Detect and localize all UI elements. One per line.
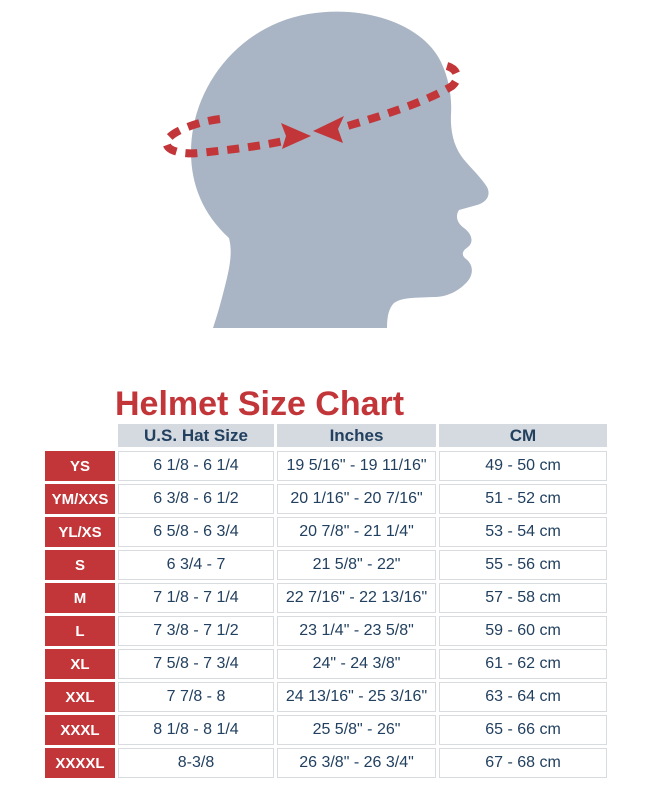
cm-cell: 61 - 62 cm [439, 649, 607, 679]
inches-cell: 22 7/16" - 22 13/16" [277, 583, 436, 613]
cm-cell: 67 - 68 cm [439, 748, 607, 778]
us-hat-size-cell: 6 3/4 - 7 [118, 550, 274, 580]
us-hat-size-cell: 8 1/8 - 8 1/4 [118, 715, 274, 745]
cm-cell: 51 - 52 cm [439, 484, 607, 514]
table-row: XXXXL 8-3/8 26 3/8" - 26 3/4" 67 - 68 cm [45, 748, 607, 778]
us-hat-size-cell: 8-3/8 [118, 748, 274, 778]
cm-cell: 59 - 60 cm [439, 616, 607, 646]
us-hat-size-cell: 7 5/8 - 7 3/4 [118, 649, 274, 679]
inches-cell: 25 5/8" - 26" [277, 715, 436, 745]
size-label-cell: XXXXL [45, 748, 115, 778]
inches-cell: 20 1/16" - 20 7/16" [277, 484, 436, 514]
page-title: Helmet Size Chart [115, 385, 405, 423]
cm-cell: 63 - 64 cm [439, 682, 607, 712]
inches-cell: 19 5/16" - 19 11/16" [277, 451, 436, 481]
size-label-cell: XL [45, 649, 115, 679]
size-label-cell: YL/XS [45, 517, 115, 547]
head-measurement-illustration [0, 0, 648, 345]
inches-cell: 20 7/8" - 21 1/4" [277, 517, 436, 547]
inches-cell: 21 5/8" - 22" [277, 550, 436, 580]
size-label-cell: YM/XXS [45, 484, 115, 514]
us-hat-size-cell: 6 5/8 - 6 3/4 [118, 517, 274, 547]
size-label-cell: S [45, 550, 115, 580]
size-label-cell: L [45, 616, 115, 646]
head-measurement-svg [162, 11, 489, 329]
cm-cell: 53 - 54 cm [439, 517, 607, 547]
table-header-row: U.S. Hat Size Inches CM [45, 424, 607, 447]
size-label-cell: XXXL [45, 715, 115, 745]
size-label-cell: XXL [45, 682, 115, 712]
us-hat-size-cell: 7 7/8 - 8 [118, 682, 274, 712]
inches-cell: 26 3/8" - 26 3/4" [277, 748, 436, 778]
table-row: XL 7 5/8 - 7 3/4 24" - 24 3/8" 61 - 62 cm [45, 649, 607, 679]
cm-cell: 49 - 50 cm [439, 451, 607, 481]
measuring-tape-dashed-line-icon [342, 62, 461, 131]
arrow-right-icon [281, 123, 311, 149]
table-row: YS 6 1/8 - 6 1/4 19 5/16" - 19 11/16" 49 - … [45, 451, 607, 481]
us-hat-size-cell: 7 3/8 - 7 1/2 [118, 616, 274, 646]
table-row: YM/XXS 6 3/8 - 6 1/2 20 1/16" - 20 7/16" 51… [45, 484, 607, 514]
column-header-cm: CM [439, 424, 607, 447]
inches-cell: 24" - 24 3/8" [277, 649, 436, 679]
cm-cell: 57 - 58 cm [439, 583, 607, 613]
cm-cell: 55 - 56 cm [439, 550, 607, 580]
table-row: XXL 7 7/8 - 8 24 13/16" - 25 3/16" 63 - 64 … [45, 682, 607, 712]
inches-cell: 23 1/4" - 23 5/8" [277, 616, 436, 646]
us-hat-size-cell: 6 3/8 - 6 1/2 [118, 484, 274, 514]
table-corner-spacer [45, 424, 115, 447]
inches-cell: 24 13/16" - 25 3/16" [277, 682, 436, 712]
table-row: YL/XS 6 5/8 - 6 3/4 20 7/8" - 21 1/4" 53 - … [45, 517, 607, 547]
cm-cell: 65 - 66 cm [439, 715, 607, 745]
us-hat-size-cell: 7 1/8 - 7 1/4 [118, 583, 274, 613]
size-label-cell: YS [45, 451, 115, 481]
column-header-inches: Inches [277, 424, 436, 447]
size-label-cell: M [45, 583, 115, 613]
arrow-left-icon [313, 116, 344, 143]
table-row: XXXL 8 1/8 - 8 1/4 25 5/8" - 26" 65 - 66 cm [45, 715, 607, 745]
column-header-us-hat-size: U.S. Hat Size [118, 424, 274, 447]
us-hat-size-cell: 6 1/8 - 6 1/4 [118, 451, 274, 481]
head-profile-icon [191, 11, 489, 329]
table-body: YS 6 1/8 - 6 1/4 19 5/16" - 19 11/16" 49 - … [45, 451, 607, 778]
helmet-size-table: U.S. Hat Size Inches CM YS 6 1/8 - 6 1/4 1… [45, 424, 607, 778]
